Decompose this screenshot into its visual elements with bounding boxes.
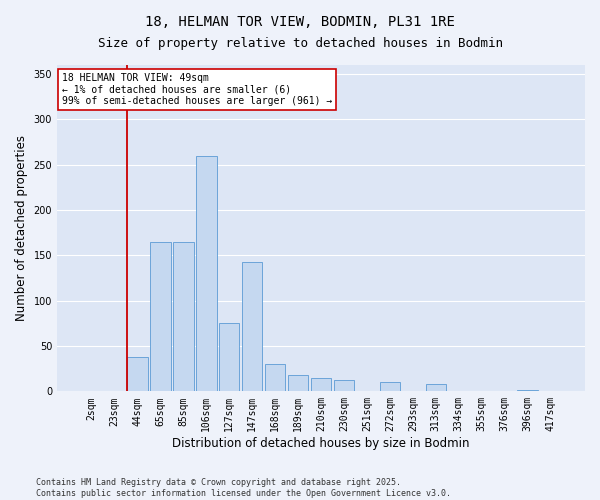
Text: 18, HELMAN TOR VIEW, BODMIN, PL31 1RE: 18, HELMAN TOR VIEW, BODMIN, PL31 1RE — [145, 15, 455, 29]
Text: 18 HELMAN TOR VIEW: 49sqm
← 1% of detached houses are smaller (6)
99% of semi-de: 18 HELMAN TOR VIEW: 49sqm ← 1% of detach… — [62, 73, 332, 106]
Bar — [311, 378, 331, 392]
Bar — [127, 357, 148, 392]
Bar — [334, 380, 355, 392]
Y-axis label: Number of detached properties: Number of detached properties — [15, 135, 28, 321]
X-axis label: Distribution of detached houses by size in Bodmin: Distribution of detached houses by size … — [172, 437, 470, 450]
Text: Contains HM Land Registry data © Crown copyright and database right 2025.
Contai: Contains HM Land Registry data © Crown c… — [36, 478, 451, 498]
Bar — [380, 382, 400, 392]
Bar — [425, 384, 446, 392]
Bar — [242, 262, 262, 392]
Bar — [265, 364, 286, 392]
Bar — [219, 324, 239, 392]
Bar — [288, 375, 308, 392]
Bar — [173, 242, 194, 392]
Bar — [517, 390, 538, 392]
Text: Size of property relative to detached houses in Bodmin: Size of property relative to detached ho… — [97, 38, 503, 51]
Bar — [196, 156, 217, 392]
Bar — [150, 242, 170, 392]
